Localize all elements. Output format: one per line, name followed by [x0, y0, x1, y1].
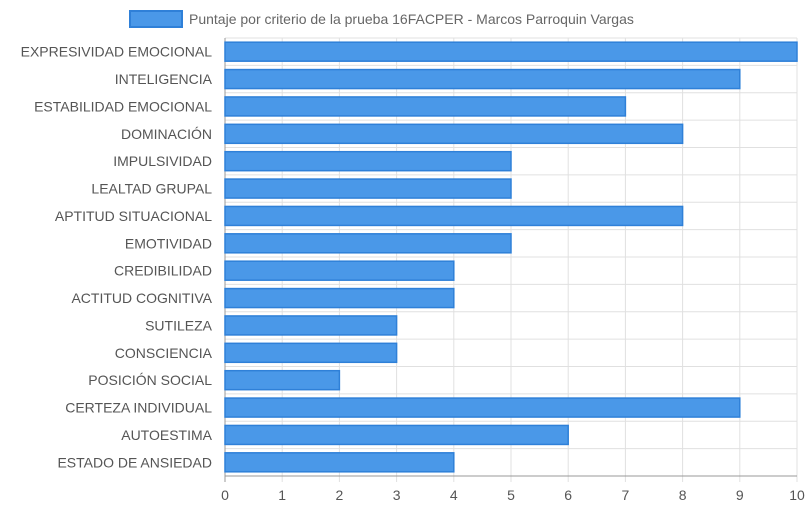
x-tick-label: 10	[789, 487, 805, 503]
bar[interactable]	[224, 287, 455, 309]
bars	[224, 41, 798, 473]
category-labels: EXPRESIVIDAD EMOCIONAL INTELIGENCIA ESTABI…	[21, 44, 213, 471]
x-tick-label: 2	[336, 487, 344, 503]
bar[interactable]	[224, 369, 341, 391]
bar[interactable]	[224, 342, 398, 364]
x-tick-label: 0	[221, 487, 229, 503]
category-label: INTELIGENCIA	[115, 71, 213, 87]
legend[interactable]: Puntaje por criterio de la prueba 16FACP…	[129, 10, 634, 28]
category-label: ESTADO DE ANSIEDAD	[57, 454, 212, 470]
bar[interactable]	[224, 260, 455, 281]
bar[interactable]	[224, 205, 684, 227]
x-tick-label: 7	[622, 487, 630, 503]
category-label: IMPULSIVIDAD	[113, 153, 212, 169]
bar[interactable]	[224, 96, 627, 117]
bar[interactable]	[224, 178, 512, 199]
bar[interactable]	[224, 68, 741, 90]
category-label: EMOTIVIDAD	[125, 235, 212, 251]
x-tick-label: 8	[679, 487, 687, 503]
bar[interactable]	[224, 233, 512, 254]
category-label: SUTILEZA	[145, 317, 213, 333]
x-tick-label: 3	[393, 487, 401, 503]
category-label: LEALTAD GRUPAL	[91, 181, 212, 197]
x-tick-label: 1	[278, 487, 286, 503]
bar[interactable]	[224, 452, 455, 473]
bar[interactable]	[224, 424, 569, 446]
x-tick-label: 9	[736, 487, 744, 503]
category-label: DOMINACIÓN	[121, 126, 212, 142]
category-label: ESTABILIDAD EMOCIONAL	[34, 98, 212, 114]
x-tick-label: 4	[450, 487, 458, 503]
bar[interactable]	[224, 150, 512, 172]
x-tick-label: 6	[564, 487, 572, 503]
bar[interactable]	[224, 123, 684, 145]
category-label: ACTITUD COGNITIVA	[71, 290, 212, 306]
x-tick-labels: 0 1 2 3 4 5 6 7 8 9 10	[221, 487, 805, 503]
category-label: EXPRESIVIDAD EMOCIONAL	[21, 44, 213, 60]
category-label: AUTOESTIMA	[121, 427, 212, 443]
category-label: CERTEZA INDIVIDUAL	[65, 400, 212, 416]
legend-label[interactable]: Puntaje por criterio de la prueba 16FACP…	[189, 11, 634, 27]
category-label: CONSCIENCIA	[115, 345, 213, 361]
x-tick-label: 5	[507, 487, 515, 503]
bar[interactable]	[224, 41, 798, 62]
category-label: CREDIBILIDAD	[114, 263, 212, 279]
bar[interactable]	[224, 315, 398, 336]
category-label: POSICIÓN SOCIAL	[88, 372, 212, 388]
bar[interactable]	[224, 397, 741, 418]
category-label: APTITUD SITUACIONAL	[55, 208, 212, 224]
legend-swatch[interactable]	[129, 10, 183, 28]
